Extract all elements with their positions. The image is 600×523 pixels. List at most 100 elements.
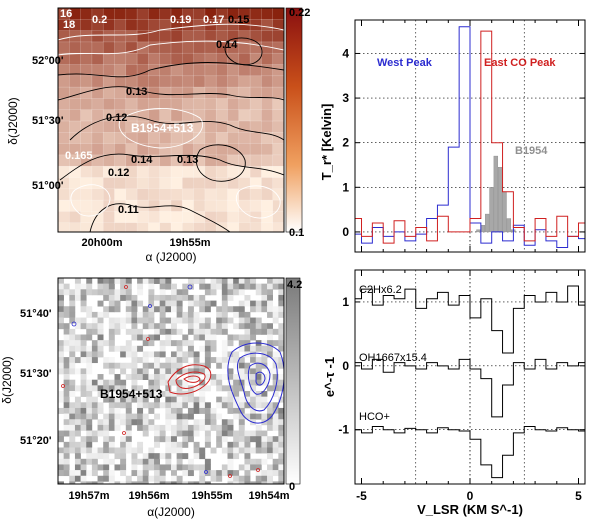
intensity-cell (204, 362, 211, 369)
intensity-cell (69, 340, 76, 347)
intensity-cell (238, 306, 245, 313)
intensity-cell (170, 98, 184, 111)
intensity-cell (137, 391, 144, 397)
intensity-cell (278, 419, 284, 426)
intensity-cell (148, 391, 155, 397)
intensity-cell (227, 306, 234, 313)
intensity-cell (114, 19, 127, 32)
intensity-cell (125, 345, 132, 352)
intensity-cell (142, 374, 149, 380)
intensity-cell (233, 283, 240, 290)
intensity-cell (182, 222, 195, 232)
intensity-cell (182, 351, 189, 358)
intensity-cell (91, 340, 98, 347)
intensity-cell (114, 328, 121, 335)
intensity-cell (261, 470, 268, 477)
intensity-cell (91, 464, 98, 471)
intensity-cell (261, 30, 274, 43)
intensity-cell (69, 294, 76, 301)
intensity-cell (227, 374, 234, 380)
intensity-cell (91, 470, 98, 477)
contour-label: 0.11 (118, 204, 139, 216)
intensity-cell (261, 294, 268, 301)
intensity-cell (261, 475, 268, 482)
intensity-cell (244, 447, 251, 454)
intensity-cell (238, 340, 245, 347)
intensity-cell (69, 402, 76, 409)
intensity-cell (91, 222, 104, 232)
intensity-cell (193, 317, 200, 324)
intensity-cell (137, 458, 144, 465)
intensity-cell (171, 317, 177, 324)
intensity-cell (103, 458, 110, 465)
intensity-cell (204, 458, 211, 465)
y-tick-label: 1 (342, 295, 349, 309)
intensity-cell (142, 391, 149, 397)
intensity-cell (131, 396, 138, 403)
intensity-cell (176, 357, 183, 364)
intensity-cell (58, 481, 64, 484)
contour-label: 0.14 (131, 154, 153, 166)
intensity-cell (58, 447, 64, 454)
intensity-cell (63, 391, 70, 397)
intensity-cell (159, 75, 172, 88)
intensity-cell (210, 419, 217, 426)
intensity-cell (210, 300, 217, 307)
intensity-cell (272, 470, 279, 477)
panel-a-xtick-0: 20h00m (82, 237, 123, 249)
intensity-cell (125, 289, 132, 296)
intensity-cell (159, 300, 166, 307)
b1954-bar (502, 191, 507, 233)
intensity-cell (103, 441, 110, 448)
intensity-cell (108, 362, 115, 369)
intensity-cell (86, 283, 93, 290)
intensity-cell (108, 385, 115, 392)
intensity-cell (249, 177, 263, 190)
intensity-cell (261, 120, 274, 134)
intensity-cell (171, 379, 177, 386)
series-label-c2h: C2Hx6.2 (359, 284, 402, 296)
intensity-cell (108, 447, 115, 454)
intensity-cell (125, 98, 138, 111)
intensity-cell (278, 328, 284, 335)
intensity-cell (182, 199, 195, 213)
intensity-cell (114, 52, 127, 66)
intensity-cell (261, 413, 268, 420)
intensity-cell (125, 188, 138, 201)
intensity-cell (216, 436, 223, 443)
intensity-cell (91, 323, 98, 330)
intensity-cell (159, 30, 172, 43)
intensity-cell (170, 41, 184, 54)
intensity-cell (165, 374, 172, 380)
intensity-cell (58, 368, 64, 375)
intensity-cell (215, 86, 229, 100)
intensity-cell (204, 317, 211, 324)
intensity-cell (165, 328, 172, 335)
intensity-cell (80, 165, 93, 179)
intensity-cell (58, 211, 71, 224)
contour-label: 0.12 (108, 167, 129, 179)
panel-a-map: 0.22 0.1 20h00m 19h55m α (J2000) 52°00' … (6, 7, 310, 264)
intensity-cell (142, 470, 149, 477)
intensity-cell (221, 328, 228, 335)
intensity-cell (165, 402, 172, 409)
intensity-cell (103, 362, 110, 369)
intensity-cell (159, 345, 166, 352)
intensity-cell (261, 481, 268, 484)
intensity-cell (86, 396, 93, 403)
intensity-cell (210, 328, 217, 335)
intensity-cell (216, 424, 223, 431)
intensity-cell (148, 464, 155, 471)
intensity-cell (58, 464, 64, 471)
intensity-cell (125, 402, 132, 409)
intensity-cell (148, 19, 161, 32)
intensity-cell (272, 481, 279, 484)
intensity-cell (125, 52, 138, 66)
intensity-cell (204, 120, 217, 134)
intensity-cell (114, 317, 121, 324)
intensity-cell (142, 351, 149, 358)
intensity-cell (63, 396, 70, 403)
intensity-cell (261, 64, 274, 77)
intensity-cell (215, 98, 229, 111)
intensity-cell (221, 357, 228, 364)
